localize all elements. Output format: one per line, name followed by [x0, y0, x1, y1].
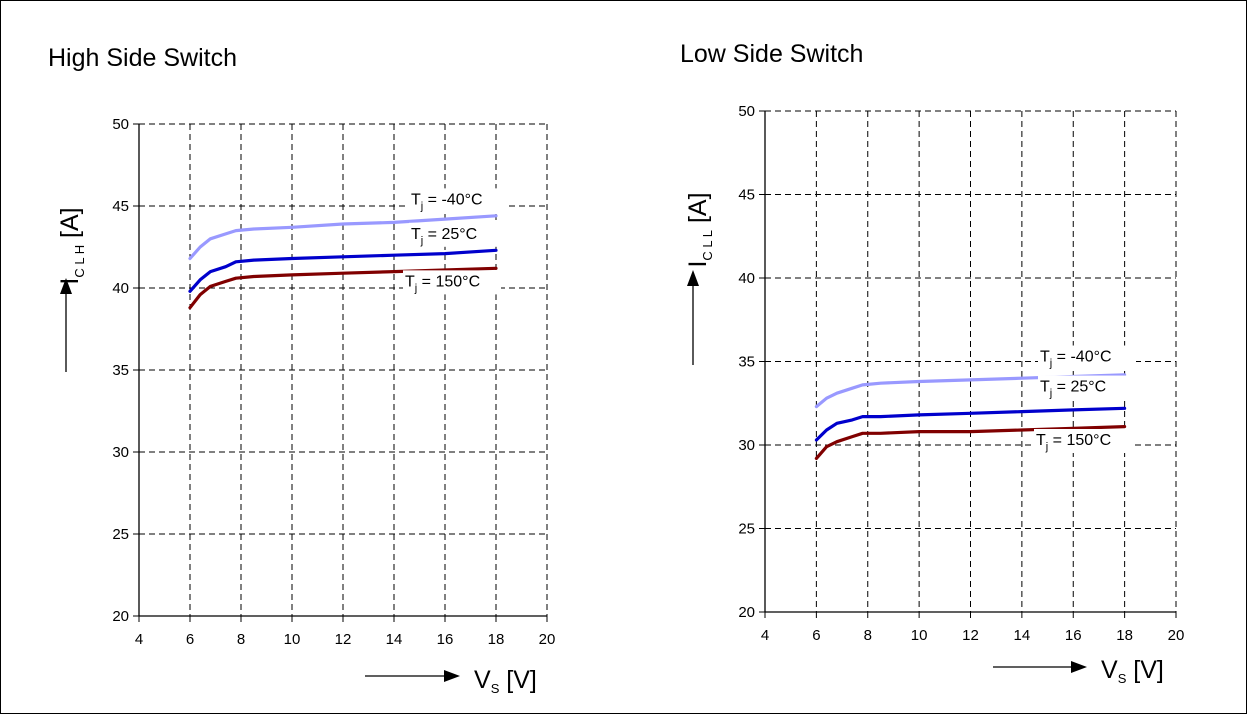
y-axis-label-main: I — [684, 261, 712, 268]
series-label-rest: = -40°C — [423, 191, 482, 208]
x-axis-label-unit: [V] — [1126, 656, 1164, 684]
series-label-sub: j — [1049, 388, 1052, 400]
x-axis-label-main: V — [1101, 656, 1118, 684]
series-label-rest: = 25°C — [423, 226, 477, 243]
series-label: Tj = 150°C — [405, 273, 480, 294]
x-tick-label: 14 — [1014, 627, 1031, 644]
series-label-background — [1034, 429, 1132, 453]
x-tick-label: 4 — [761, 627, 769, 644]
series-label-sub: j — [420, 235, 423, 247]
series-label-background — [409, 188, 507, 213]
y-tick-label: 50 — [738, 103, 755, 120]
y-axis-label-sub: C L H — [72, 245, 87, 278]
y-tick-label: 45 — [738, 187, 755, 204]
x-tick-label: 4 — [135, 631, 143, 648]
x-tick-label: 16 — [437, 631, 454, 648]
x-axis-label-main: V — [474, 666, 491, 694]
x-tick-label: 10 — [911, 627, 928, 644]
y-axis-arrowhead — [687, 270, 699, 286]
x-tick-label: 18 — [1116, 627, 1133, 644]
series-label-sub: j — [420, 200, 423, 212]
series-label-background — [403, 270, 501, 295]
y-tick-label: 50 — [112, 116, 129, 133]
x-axis-label-sub: S — [1118, 671, 1127, 686]
x-tick-label: 18 — [488, 631, 505, 648]
x-tick-label: 16 — [1065, 627, 1082, 644]
y-axis-label-sub: C L L — [700, 230, 715, 261]
x-tick-label: 20 — [539, 631, 556, 648]
series-label-main: T — [411, 191, 421, 208]
series-label-main: T — [411, 226, 421, 243]
y-axis-label-unit: [A] — [684, 192, 712, 230]
x-axis-arrowhead — [444, 670, 460, 682]
y-axis-label-unit: [A] — [56, 207, 84, 245]
series-label-main: T — [1040, 379, 1050, 396]
x-tick-label: 10 — [284, 631, 301, 648]
series-label: Tj = -40°C — [1040, 349, 1112, 370]
y-tick-label: 25 — [738, 521, 755, 538]
x-axis-label: VS [V] — [1101, 656, 1164, 686]
y-tick-label: 25 — [112, 526, 129, 543]
y-tick-label: 40 — [112, 280, 129, 297]
y-tick-label: 35 — [738, 354, 755, 371]
series-label-background — [1038, 345, 1136, 370]
y-tick-label: 30 — [738, 437, 755, 454]
y-tick-label: 20 — [738, 604, 755, 621]
y-tick-label: 30 — [112, 444, 129, 461]
x-axis-label-sub: S — [491, 681, 500, 696]
series-label-main: T — [1040, 349, 1050, 366]
series-label: Tj = -40°C — [411, 191, 483, 212]
series-label: Tj = 150°C — [1036, 432, 1111, 453]
x-tick-label: 6 — [812, 627, 820, 644]
y-tick-label: 35 — [112, 362, 129, 379]
x-axis-label: VS [V] — [474, 666, 537, 696]
series-label-sub: j — [414, 282, 417, 294]
series-label-background — [409, 222, 507, 247]
series-label-rest: = -40°C — [1052, 349, 1111, 366]
y-axis-arrowhead — [60, 278, 72, 294]
y-tick-label: 20 — [112, 608, 129, 625]
series-label-background — [1038, 375, 1136, 400]
x-tick-label: 12 — [962, 627, 979, 644]
series-label-rest: = 25°C — [1052, 379, 1106, 396]
y-axis-label: IC L H [A] — [56, 207, 87, 284]
y-tick-label: 40 — [738, 270, 755, 287]
series-label-sub: j — [1049, 358, 1052, 370]
series-line — [814, 406, 1127, 442]
chart-title: Low Side Switch — [680, 40, 863, 68]
x-tick-label: 6 — [186, 631, 194, 648]
chart-title: High Side Switch — [48, 44, 237, 72]
y-tick-label: 45 — [112, 198, 129, 215]
series-label-sub: j — [1045, 441, 1048, 453]
x-axis-arrowhead — [1071, 661, 1087, 673]
series-label-main: T — [405, 273, 415, 290]
y-axis-label-main: I — [56, 278, 84, 285]
series-line — [188, 214, 498, 261]
low-side-switch-chart: Low Side Switch 20 25 30 35 40 45 50 4 6 8 10 12 14 16… — [680, 40, 1184, 686]
series-label-rest: = 150°C — [1048, 432, 1111, 449]
series-label: Tj = 25°C — [411, 226, 477, 247]
x-tick-label: 8 — [237, 631, 245, 648]
x-tick-label: 12 — [335, 631, 352, 648]
x-tick-label: 14 — [386, 631, 403, 648]
x-tick-label: 20 — [1168, 627, 1185, 644]
y-axis-label: IC L L [A] — [684, 192, 715, 267]
x-axis-label-unit: [V] — [499, 666, 537, 694]
series-label: Tj = 25°C — [1040, 379, 1106, 400]
series-label-main: T — [1036, 432, 1046, 449]
high-side-switch-chart: High Side Switch 20 25 30 35 40 45 50 4 6 8 10 12 14 1… — [48, 44, 555, 696]
series-line — [188, 248, 498, 293]
series-label-rest: = 150°C — [417, 273, 480, 290]
x-tick-label: 8 — [864, 627, 872, 644]
